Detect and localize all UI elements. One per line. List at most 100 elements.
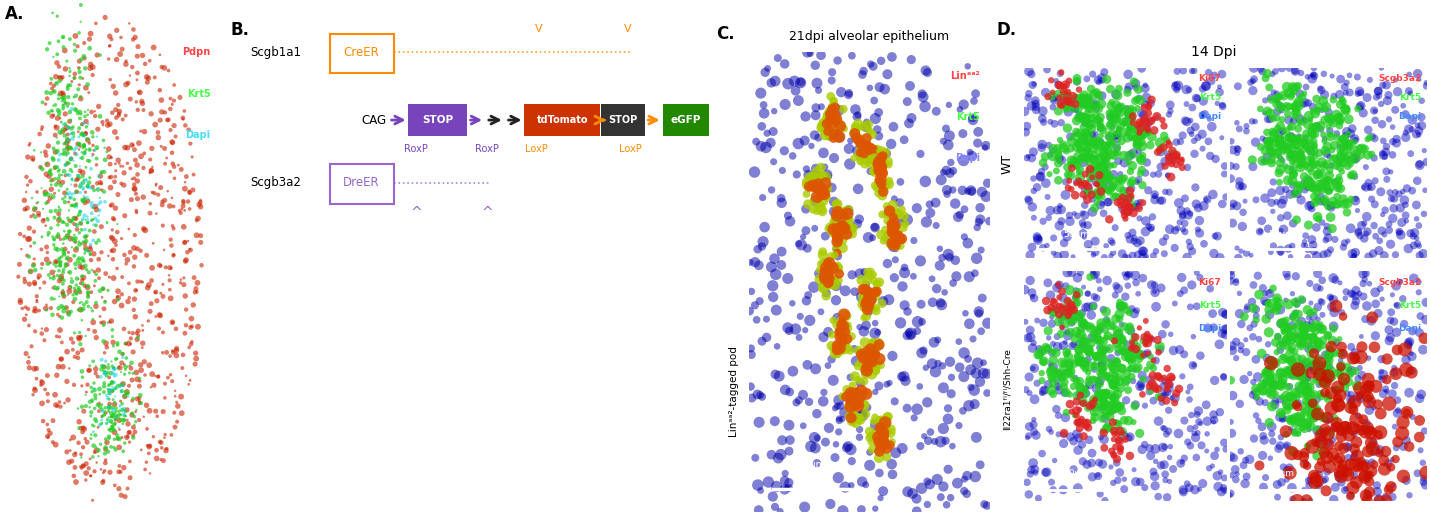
Point: [59, 67, 82, 76]
Point: [1336, 470, 1358, 479]
Point: [1316, 351, 1338, 360]
Point: [908, 382, 931, 390]
Point: [24, 266, 47, 275]
Point: [54, 99, 77, 108]
Point: [67, 254, 90, 262]
Point: [817, 225, 839, 233]
Point: [1414, 315, 1430, 324]
Point: [1294, 459, 1317, 468]
Point: [1297, 394, 1320, 402]
Point: [1067, 359, 1090, 367]
Point: [1075, 111, 1098, 119]
Point: [1286, 140, 1308, 149]
Point: [1098, 109, 1121, 117]
Point: [875, 235, 898, 243]
Point: [1330, 468, 1353, 477]
Text: 50μm: 50μm: [1268, 469, 1294, 478]
Point: [1077, 184, 1100, 193]
Point: [102, 246, 124, 255]
Point: [1384, 444, 1407, 452]
Point: [1296, 129, 1318, 138]
Point: [1054, 177, 1077, 186]
Point: [104, 404, 127, 412]
Point: [69, 340, 92, 348]
Point: [74, 262, 97, 270]
Point: [74, 176, 97, 184]
Point: [83, 384, 106, 393]
Point: [47, 255, 70, 264]
Point: [739, 287, 762, 295]
Point: [812, 187, 835, 195]
Point: [839, 399, 862, 408]
Point: [1343, 253, 1366, 261]
Point: [1158, 443, 1181, 451]
Point: [1277, 383, 1300, 391]
Point: [1389, 204, 1411, 212]
Point: [1287, 97, 1310, 105]
Point: [1171, 163, 1194, 172]
Point: [1370, 187, 1393, 196]
Point: [809, 192, 832, 200]
Point: [60, 144, 83, 152]
Point: [77, 366, 100, 375]
Point: [872, 431, 895, 440]
Point: [1283, 170, 1306, 178]
Point: [801, 175, 824, 184]
Point: [1081, 208, 1104, 216]
Point: [1200, 123, 1223, 131]
Point: [1051, 287, 1074, 295]
Point: [847, 362, 869, 370]
Point: [1334, 155, 1357, 163]
Point: [859, 267, 882, 276]
Point: [139, 469, 162, 478]
Point: [962, 97, 985, 105]
Point: [1266, 303, 1288, 311]
Point: [1298, 201, 1321, 210]
Point: [76, 265, 99, 274]
Point: [113, 439, 136, 447]
Point: [1022, 213, 1045, 222]
Point: [1270, 249, 1293, 257]
Point: [1367, 246, 1390, 255]
Point: [1258, 376, 1281, 385]
Point: [1100, 463, 1123, 471]
Point: [1072, 399, 1095, 408]
Point: [74, 402, 97, 410]
Point: [1118, 309, 1141, 317]
Point: [61, 176, 84, 185]
Point: [868, 278, 891, 286]
Point: [815, 120, 838, 128]
Point: [1241, 333, 1264, 341]
Point: [795, 165, 818, 173]
Point: [79, 455, 102, 463]
Point: [1021, 344, 1044, 352]
Text: ^: ^: [482, 206, 493, 220]
Point: [1153, 390, 1175, 398]
Point: [1038, 206, 1061, 215]
Point: [869, 147, 892, 155]
Point: [1087, 326, 1110, 335]
Point: [1077, 187, 1100, 196]
Point: [40, 75, 63, 83]
Point: [40, 224, 63, 232]
Point: [914, 102, 937, 111]
Point: [1386, 328, 1409, 336]
Point: [818, 116, 841, 124]
Point: [1091, 353, 1114, 361]
Point: [189, 238, 212, 246]
Point: [176, 248, 199, 256]
Point: [170, 409, 193, 418]
Point: [1134, 338, 1157, 346]
Point: [1084, 118, 1107, 127]
Point: [1052, 360, 1075, 368]
Point: [1067, 310, 1090, 318]
Point: [1307, 149, 1330, 157]
Point: [87, 236, 110, 244]
Point: [9, 260, 31, 268]
Point: [73, 194, 96, 203]
Point: [1098, 215, 1121, 223]
Point: [1347, 104, 1370, 113]
Point: [1127, 129, 1150, 137]
Point: [107, 417, 130, 425]
Point: [64, 246, 87, 254]
